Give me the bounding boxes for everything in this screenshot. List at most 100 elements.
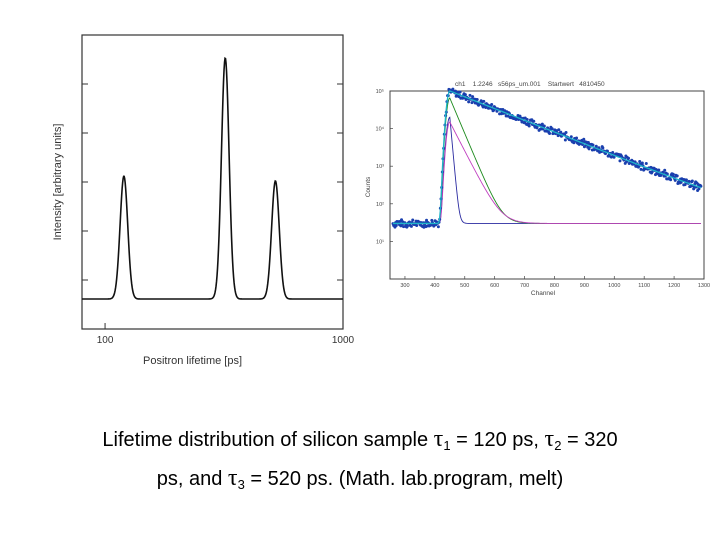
measured-data-point [475,98,479,102]
caption-line-2: ps, and τ3 = 520 ps. (Math. lab.program,… [0,465,720,492]
measured-data-point [687,179,691,183]
measured-data-point [638,160,642,164]
measured-data-point [405,224,409,228]
right-y-tick-label: 10⁵ [376,88,384,95]
measured-data-point [394,223,398,227]
measured-data-points [391,87,703,229]
measured-data-point [492,108,496,112]
left-x-tick-label: 100 [97,335,114,346]
spectrum-fit-chart: ch1 1.2246 s56ps_um.001 Startwert 481045… [365,81,710,297]
left-axis-ticks [82,83,344,329]
right-y-tick-label: 10² [376,202,384,208]
measured-data-point [612,155,616,159]
measured-data-point [669,178,673,182]
measured-data-point [415,224,419,228]
measured-data-point [650,170,654,174]
measured-data-point [671,172,675,176]
measured-data-point [535,126,539,130]
measured-data-point [679,180,683,184]
measured-data-point [675,174,679,178]
right-x-tick-label: 900 [580,283,589,289]
right-x-tick-label: 1200 [668,283,680,289]
measured-data-point [627,156,631,160]
measured-data-point [618,159,622,163]
right-y-tick-label: 10⁴ [376,126,385,133]
measured-data-point [594,144,598,148]
left-x-tick-labels: 100 1000 [97,335,355,346]
measured-data-point [690,179,694,183]
measured-data-point [639,167,643,171]
measured-data-point [575,136,579,140]
tau1-subscript: 1 [443,438,451,453]
spectrum-header-text: ch1 1.2246 s56ps_um.001 Startwert 481045… [455,81,605,88]
measured-data-point [564,130,568,134]
right-x-tick-label: 800 [550,283,559,289]
left-plot-frame [81,34,344,330]
right-x-tick-label: 300 [400,283,409,289]
measured-data-point [548,131,552,135]
measured-data-point [640,161,644,165]
tau1-symbol: τ [433,426,444,452]
left-x-tick-label: 1000 [332,335,355,346]
measured-data-point [409,224,413,228]
measured-data-point [490,102,494,106]
measured-data-point [684,178,688,182]
right-x-tick-label: 1100 [638,283,650,289]
tau1-value: = 120 ps, [450,429,545,451]
measured-data-point [458,90,462,94]
fit-curve [392,90,702,225]
measured-data-point [559,130,563,134]
right-plot-frame [389,90,705,280]
spectrum-component-curve [392,121,702,224]
measured-data-point [525,117,529,121]
tau2-subscript: 2 [554,438,562,453]
measured-data-point [550,127,554,131]
measured-data-point [657,168,661,172]
measured-data-point [569,135,573,139]
measured-data-point [470,101,474,105]
right-y-tick-label: 10¹ [376,239,384,245]
tau3-symbol: τ [227,465,238,491]
measured-data-point [644,162,648,165]
measured-data-point [542,124,546,128]
lifetime-distribution-chart: 100 1000 Positron lifetime [ps] Intensity… [52,34,355,367]
right-x-axis-label: Channel [531,290,556,297]
measured-data-point [673,178,677,182]
tau2-value: = 320 [561,429,618,451]
measured-data-point [601,146,605,150]
measured-data-point [463,93,467,97]
measured-data-point [683,183,687,187]
right-x-tick-label: 1000 [608,283,620,289]
spectrum-component-curve [392,97,702,224]
caption-text-1: Lifetime distribution of silicon sample [102,429,434,451]
measured-data-point [582,137,586,141]
caption-text-2: ps, and [156,468,228,490]
tau3-value: = 520 ps. (Math. lab.program, melt) [244,468,564,490]
tau2-symbol: τ [544,426,555,452]
measured-data-point [532,119,536,123]
right-x-tick-labels: 300 400 500 600 700 800 900 1000 1100 1200 1300 [400,283,710,289]
measured-data-point [563,138,567,142]
caption-line-1: Lifetime distribution of silicon sample … [0,426,720,453]
measured-data-point [587,147,591,151]
right-x-tick-label: 700 [520,283,529,289]
measured-data-point [591,143,595,147]
right-x-tick-label: 600 [490,283,499,289]
measured-data-point [611,150,615,154]
right-y-tick-labels: 10⁵ 10⁴ 10³ 10² 10¹ [376,88,385,245]
measured-data-point [557,128,561,132]
measured-data-point [482,99,486,103]
measured-data-point [468,93,472,97]
measured-data-point [436,225,440,229]
right-x-tick-label: 400 [430,283,439,289]
measured-data-point [425,218,429,222]
lifetime-distribution-curve [82,56,343,300]
measured-data-point [527,124,531,128]
right-x-tick-label: 500 [460,283,469,289]
measured-data-point [471,95,475,99]
right-y-axis-label: Counts [365,176,372,197]
measured-data-point [411,218,415,222]
left-x-axis-label: Positron lifetime [ps] [143,355,242,367]
right-y-tick-label: 10³ [376,164,384,170]
